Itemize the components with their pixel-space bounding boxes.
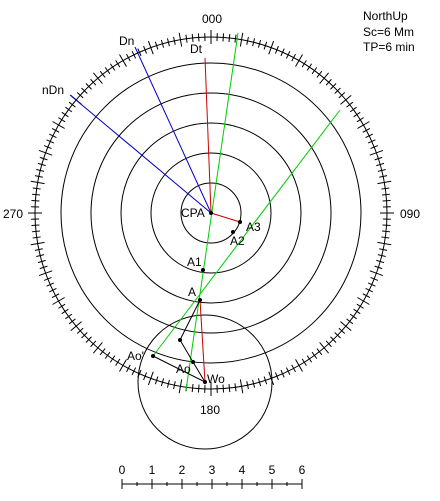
bearing-label: 090 [400,207,420,221]
label: A1 [187,255,202,269]
vector [179,299,206,383]
point [209,211,213,215]
vector [152,355,206,383]
label-bg [2,206,28,222]
point [191,360,195,364]
label-bg [200,10,224,26]
range-ring [90,92,332,334]
point [151,354,155,358]
wo-circle [137,314,273,450]
cpa-line [210,212,241,223]
label: Dt [190,42,203,56]
scale-label: 1 [149,463,156,477]
green-line [152,109,341,357]
label: Ao [176,362,191,376]
point [198,298,202,302]
point [178,338,182,342]
scale-label: 3 [209,463,216,477]
label: Ao' [127,349,144,363]
label: nDn [42,83,64,97]
scale-label: 4 [239,463,246,477]
points [151,211,242,384]
point [231,230,235,234]
scale-bar: 0 1 2 3 4 5 6 [119,463,306,489]
range-ring [120,122,302,304]
label: CPA [181,206,205,220]
outer-ring [34,36,388,390]
label: Dn [119,34,134,48]
point [201,268,205,272]
label-bg [397,206,423,222]
relative-line [199,299,206,383]
label: A3 [246,220,261,234]
info-text: TP=6 min [363,40,415,54]
bearing-label: 180 [200,403,220,417]
range-ring [60,62,362,364]
range-ring [180,182,242,244]
point [238,220,242,224]
point [203,380,207,384]
scale-label: 0 [119,463,126,477]
bearing-label: 000 [202,12,222,26]
info-text: Sc=6 Mm [363,25,414,39]
bearing-label: 270 [3,207,23,221]
dn-line [134,46,212,214]
label: A2 [230,234,245,248]
label: Wo [207,372,225,386]
scale-label: 5 [269,463,276,477]
scale-label: 6 [299,463,306,477]
dt-line [204,57,212,214]
ndn-line [69,94,212,214]
label: A [188,285,196,299]
info-text: NorthUp [363,9,408,23]
scale-label: 2 [179,463,186,477]
range-ring [150,152,272,274]
